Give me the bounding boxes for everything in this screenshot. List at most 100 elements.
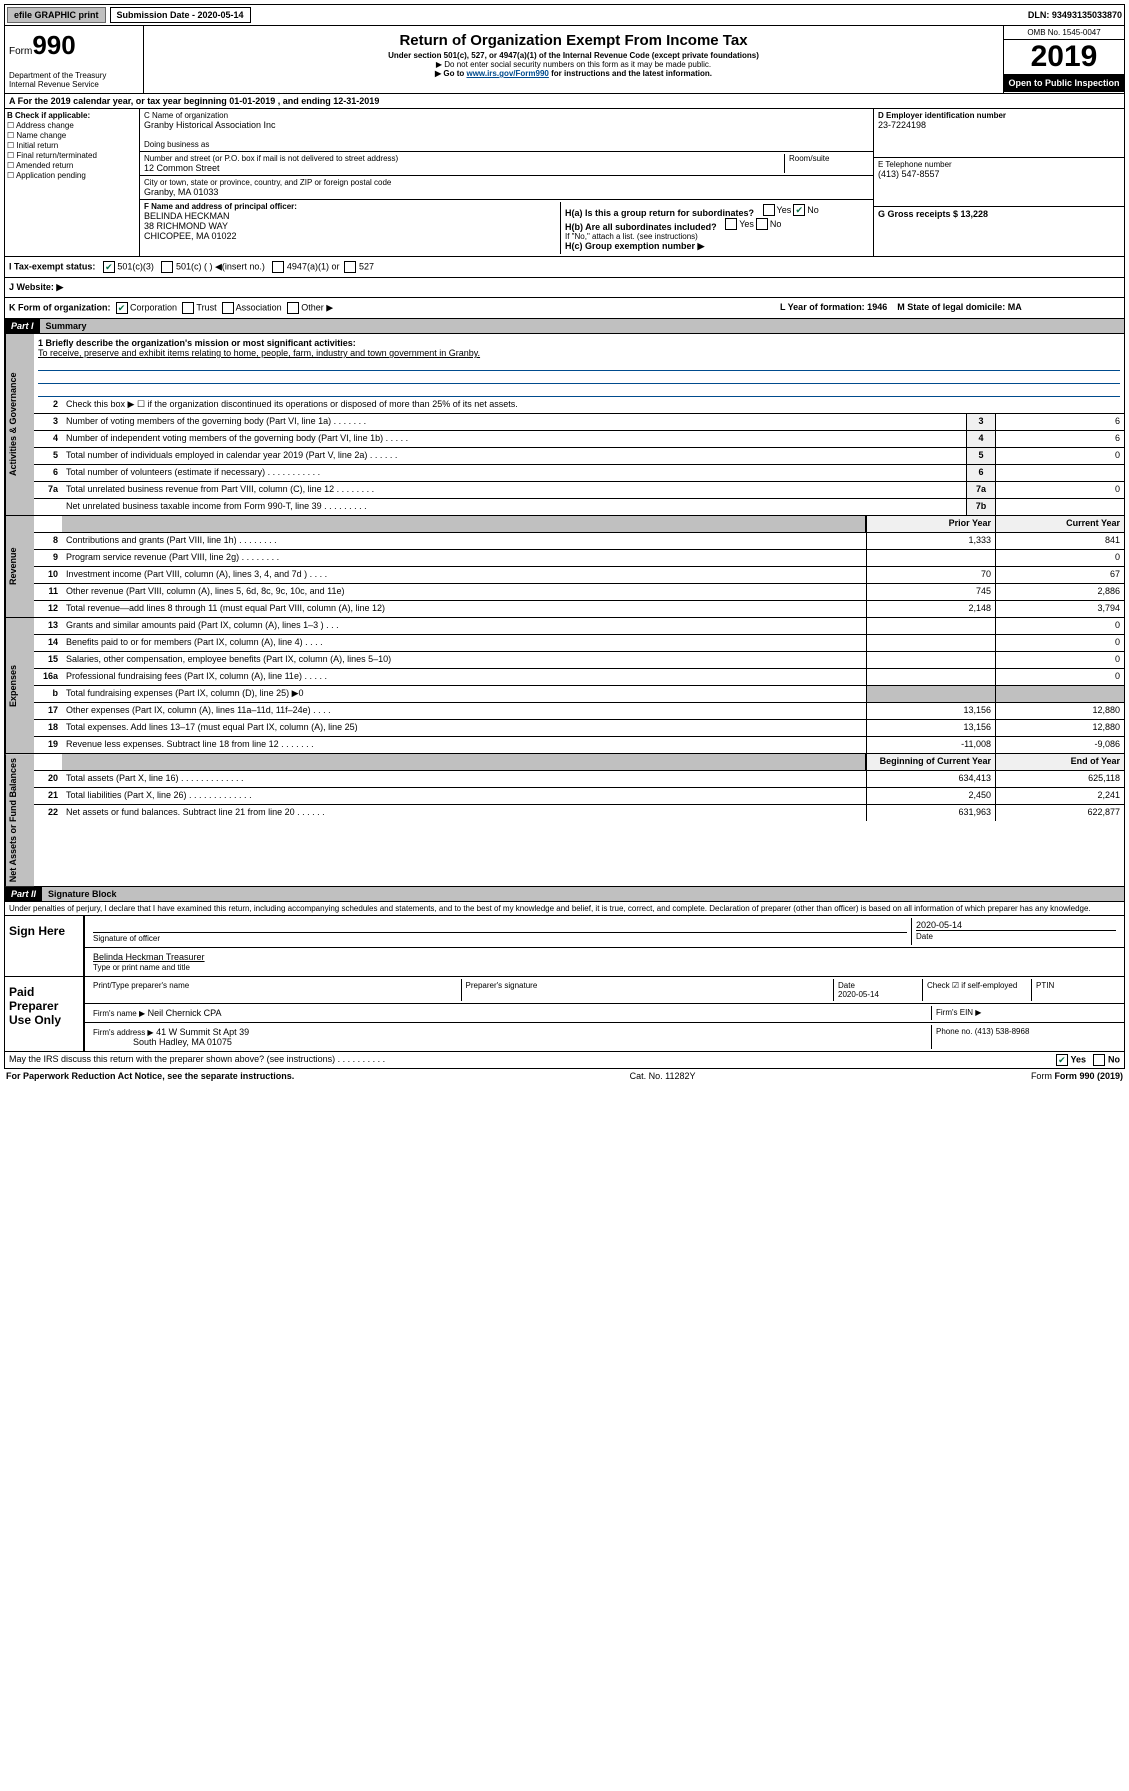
table-row: Net unrelated business taxable income fr… (34, 499, 1124, 515)
table-row: 8Contributions and grants (Part VIII, li… (34, 533, 1124, 550)
officer-printed: Belinda Heckman Treasurer (93, 952, 1116, 962)
room-label: Room/suite (784, 154, 869, 173)
dept-treasury: Department of the Treasury Internal Reve… (9, 71, 139, 89)
city-state-zip: Granby, MA 01033 (144, 187, 869, 197)
vtab-governance: Activities & Governance (5, 334, 34, 515)
table-row: 20Total assets (Part X, line 16) . . . .… (34, 771, 1124, 788)
section-b-checks: B Check if applicable: ☐ Address change … (5, 109, 140, 256)
table-row: 21Total liabilities (Part X, line 26) . … (34, 788, 1124, 805)
chk-527[interactable] (344, 261, 356, 273)
prep-sig-label: Preparer's signature (462, 979, 835, 1001)
col-begin: Beginning of Current Year (866, 754, 995, 770)
top-bar: efile GRAPHIC print Submission Date - 20… (4, 4, 1125, 26)
chk-name[interactable]: ☐ Name change (7, 131, 137, 140)
gross-receipts: G Gross receipts $ 13,228 (874, 207, 1124, 221)
mission-label: 1 Briefly describe the organization's mi… (38, 338, 1120, 348)
governance-table: Activities & Governance 1 Briefly descri… (4, 334, 1125, 516)
h-b-note: If "No," attach a list. (see instruction… (565, 232, 865, 241)
dln-label: DLN: 93493135033870 (1028, 10, 1122, 20)
submission-date: Submission Date - 2020-05-14 (110, 7, 251, 23)
table-row: 9Program service revenue (Part VIII, lin… (34, 550, 1124, 567)
ein-value: 23-7224198 (878, 120, 1120, 130)
table-row: 16aProfessional fundraising fees (Part I… (34, 669, 1124, 686)
prep-date: 2020-05-14 (838, 990, 879, 999)
table-row: 5Total number of individuals employed in… (34, 448, 1124, 465)
officer-name: BELINDA HECKMAN (144, 211, 560, 221)
firm-addr1: 41 W Summit St Apt 39 (156, 1027, 249, 1037)
chk-address[interactable]: ☐ Address change (7, 121, 137, 130)
col-prior: Prior Year (866, 516, 995, 532)
officer-addr2: CHICOPEE, MA 01022 (144, 231, 560, 241)
h-b: H(b) Are all subordinates included? Yes … (565, 218, 865, 232)
table-row: 7aTotal unrelated business revenue from … (34, 482, 1124, 499)
ptin-label: PTIN (1032, 979, 1120, 1001)
line-2: Check this box ▶ ☐ if the organization d… (62, 397, 1124, 413)
self-employed: Check ☑ if self-employed (923, 979, 1032, 1001)
chk-assoc[interactable] (222, 302, 234, 314)
chk-corp[interactable] (116, 302, 128, 314)
table-row: bTotal fundraising expenses (Part IX, co… (34, 686, 1124, 703)
year-formation: L Year of formation: 1946 (780, 302, 887, 312)
chk-final[interactable]: ☐ Final return/terminated (7, 151, 137, 160)
table-row: 6Total number of volunteers (estimate if… (34, 465, 1124, 482)
table-row: 15Salaries, other compensation, employee… (34, 652, 1124, 669)
org-name: Granby Historical Association Inc (144, 120, 869, 130)
chk-initial[interactable]: ☐ Initial return (7, 141, 137, 150)
part-1-header: Part I Summary (4, 319, 1125, 334)
sign-here-block: Sign Here Signature of officer 2020-05-1… (4, 916, 1125, 977)
tax-year: 2019 (1004, 40, 1124, 74)
form-number: Form990 (9, 30, 139, 61)
col-current: Current Year (995, 516, 1124, 532)
chk-501c[interactable] (161, 261, 173, 273)
page-footer: For Paperwork Reduction Act Notice, see … (4, 1069, 1125, 1083)
website-row: J Website: ▶ (4, 278, 1125, 298)
chk-trust[interactable] (182, 302, 194, 314)
table-row: 11Other revenue (Part VIII, column (A), … (34, 584, 1124, 601)
tax-status-row: I Tax-exempt status: 501(c)(3) 501(c) ( … (4, 257, 1125, 278)
sig-officer-label: Signature of officer (93, 934, 160, 943)
note-website: ▶ Go to www.irs.gov/Form990 for instruct… (148, 69, 999, 78)
paid-preparer-block: Paid Preparer Use Only Print/Type prepar… (4, 977, 1125, 1052)
entity-section: B Check if applicable: ☐ Address change … (4, 109, 1125, 257)
omb-number: OMB No. 1545-0047 (1004, 26, 1124, 40)
firm-ein-label: Firm's EIN ▶ (932, 1006, 1120, 1020)
discuss-row: May the IRS discuss this return with the… (4, 1052, 1125, 1069)
table-row: 12Total revenue—add lines 8 through 11 (… (34, 601, 1124, 617)
chk-other[interactable] (287, 302, 299, 314)
discuss-no[interactable] (1093, 1054, 1105, 1066)
chk-501c3[interactable] (103, 261, 115, 273)
efile-button[interactable]: efile GRAPHIC print (7, 7, 106, 23)
note-ssn: ▶ Do not enter social security numbers o… (148, 60, 999, 69)
table-row: 3Number of voting members of the governi… (34, 414, 1124, 431)
street-address: 12 Common Street (144, 163, 784, 173)
vtab-netassets: Net Assets or Fund Balances (5, 754, 34, 886)
city-label: City or town, state or province, country… (144, 178, 869, 187)
form-title: Return of Organization Exempt From Incom… (148, 32, 999, 49)
date-label: Date (916, 932, 933, 941)
netassets-table: Net Assets or Fund Balances Beginning of… (4, 754, 1125, 887)
vtab-expenses: Expenses (5, 618, 34, 753)
type-name-label: Type or print name and title (93, 963, 190, 972)
table-row: 18Total expenses. Add lines 13–17 (must … (34, 720, 1124, 737)
phone-label: E Telephone number (878, 160, 1120, 169)
vtab-revenue: Revenue (5, 516, 34, 617)
table-row: 19Revenue less expenses. Subtract line 1… (34, 737, 1124, 753)
chk-pending[interactable]: ☐ Application pending (7, 171, 137, 180)
form-subtitle: Under section 501(c), 527, or 4947(a)(1)… (148, 51, 999, 60)
discuss-yes[interactable] (1056, 1054, 1068, 1066)
irs-link[interactable]: www.irs.gov/Form990 (466, 69, 548, 78)
officer-addr1: 38 RICHMOND WAY (144, 221, 560, 231)
firm-phone: Phone no. (413) 538-8968 (932, 1025, 1120, 1049)
chk-4947[interactable] (272, 261, 284, 273)
form-org-row: K Form of organization: Corporation Trus… (4, 298, 1125, 319)
phone-value: (413) 547-8557 (878, 169, 1120, 179)
dba-label: Doing business as (144, 140, 869, 149)
tax-period: A For the 2019 calendar year, or tax yea… (4, 94, 1125, 109)
open-public-badge: Open to Public Inspection (1004, 74, 1124, 92)
chk-amended[interactable]: ☐ Amended return (7, 161, 137, 170)
ein-label: D Employer identification number (878, 111, 1120, 120)
org-name-label: C Name of organization (144, 111, 869, 120)
revenue-table: Revenue Prior Year Current Year 8Contrib… (4, 516, 1125, 618)
firm-name: Neil Chernick CPA (148, 1008, 222, 1018)
officer-label: F Name and address of principal officer: (144, 202, 560, 211)
